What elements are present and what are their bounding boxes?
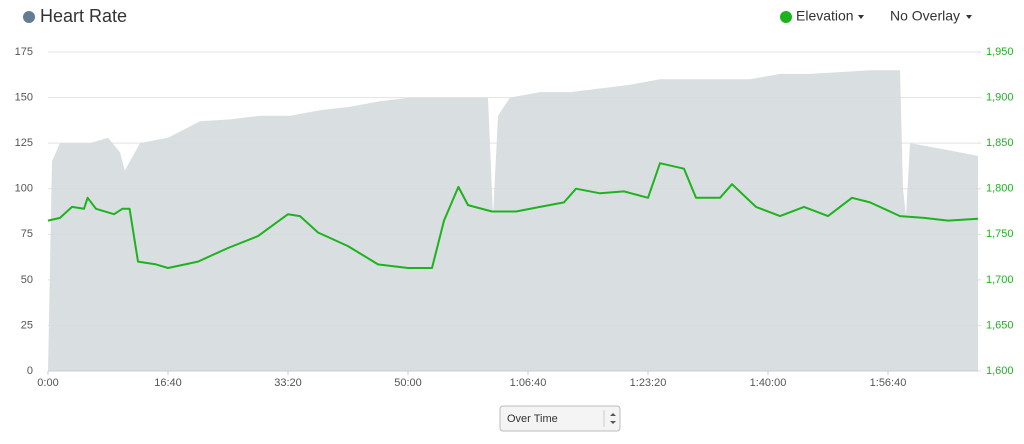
y2-tick-label: 1,950 xyxy=(986,46,1014,58)
x-tick-label: 1:40:00 xyxy=(750,377,787,389)
elevation-dropdown[interactable]: Elevation xyxy=(780,8,864,24)
y2-tick-label: 1,700 xyxy=(986,274,1014,286)
dropdown-arrow xyxy=(858,15,864,19)
x-tick-label: 33:20 xyxy=(274,377,302,389)
y2-tick-label: 1,900 xyxy=(986,91,1014,103)
y2-tick-label: 1,800 xyxy=(986,183,1014,195)
mode-select[interactable]: Over Time xyxy=(499,405,621,432)
y-tick-label: 175 xyxy=(15,46,33,58)
y2-tick-label: 1,850 xyxy=(986,137,1014,149)
y-tick-label: 100 xyxy=(15,183,33,195)
x-tick-label: 16:40 xyxy=(154,377,182,389)
heart-rate-area xyxy=(48,70,978,371)
y-tick-label: 50 xyxy=(21,274,33,286)
dropdown-arrow xyxy=(966,15,972,19)
legend-dot xyxy=(780,11,792,23)
y-tick-label: 25 xyxy=(21,319,33,331)
x-tick-label: 1:06:40 xyxy=(510,377,547,389)
select-arrows xyxy=(610,413,616,424)
x-tick-label: 1:56:40 xyxy=(870,377,907,389)
x-tick-label: 50:00 xyxy=(394,377,422,389)
x-tick-label: 0:00 xyxy=(37,377,58,389)
y2-tick-label: 1,600 xyxy=(986,365,1014,377)
elevation-line xyxy=(47,162,979,269)
select-box xyxy=(499,405,621,432)
y2-tick-label: 1,750 xyxy=(986,228,1014,240)
y-tick-label: 125 xyxy=(15,137,33,149)
y-tick-label: 150 xyxy=(15,91,33,103)
overlay-dropdown[interactable]: No Overlay xyxy=(890,8,972,24)
y2-tick-label: 1,650 xyxy=(986,319,1014,331)
chart-title: Heart Rate xyxy=(40,6,127,26)
x-tick-label: 1:23:20 xyxy=(630,377,667,389)
legend-label: Elevation xyxy=(796,8,854,24)
y-tick-label: 0 xyxy=(27,365,33,377)
plot-area: 0 25 50 75 100 125 150 175 1,600 1,650 1,700 1,750 1… xyxy=(15,46,1014,389)
y-tick-label: 75 xyxy=(21,228,33,240)
legend-dot xyxy=(23,11,35,23)
overlay-label: No Overlay xyxy=(890,8,960,24)
select-label: Over Time xyxy=(507,413,558,425)
